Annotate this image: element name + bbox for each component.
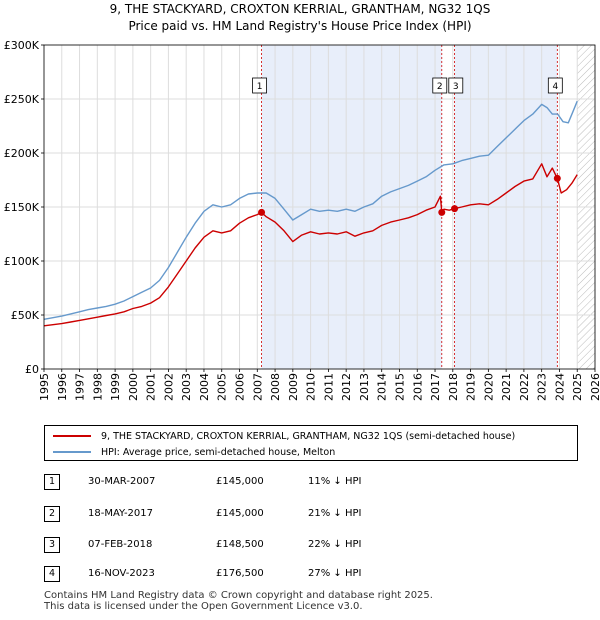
x-tick-label: 2014: [376, 373, 389, 401]
price-chart: 1 2 3 4 £0 £50K £100K £150K £200K £250K £300K 1995 1…: [4, 39, 600, 401]
marker-label: 1: [257, 82, 263, 92]
transaction-number: 4: [44, 566, 60, 582]
y-tick-label: £250K: [4, 93, 40, 106]
x-tick-label: 2006: [234, 373, 247, 401]
transaction-row: 3 07-FEB-2018 £148,500 22% ↓ HPI: [44, 537, 578, 555]
y-tick-label: £100K: [4, 255, 40, 268]
x-tick-label: 1999: [109, 373, 122, 401]
x-tick-label: 1995: [38, 373, 51, 401]
chart-subtitle: Price paid vs. HM Land Registry's House …: [128, 19, 472, 33]
transaction-date: 07-FEB-2018: [88, 539, 153, 550]
hpi-line: [43, 100, 578, 320]
x-tick-label: 2020: [482, 373, 495, 401]
y-tick-label: £300K: [4, 39, 40, 52]
x-tick-label: 2010: [305, 373, 318, 401]
marker-label: 4: [552, 82, 558, 92]
legend-blue-label: HPI: Average price, semi-detached house,…: [101, 446, 336, 458]
transaction-row: 1 30-MAR-2007 £145,000 11% ↓ HPI: [44, 474, 578, 492]
price-paid-line: [43, 163, 578, 327]
transaction-row: 4 16-NOV-2023 £176,500 27% ↓ HPI: [44, 566, 578, 584]
x-tick-label: 2004: [198, 373, 211, 401]
legend: 9, THE STACKYARD, CROXTON KERRIAL, GRANT…: [44, 425, 578, 461]
x-tick-label: 2024: [553, 373, 566, 401]
legend-item-blue: HPI: Average price, semi-detached house,…: [53, 445, 335, 459]
transaction-date: 18-MAY-2017: [88, 508, 154, 519]
sale-point: [451, 205, 459, 213]
x-tick-label: 2026: [589, 373, 600, 401]
legend-red-label: 9, THE STACKYARD, CROXTON KERRIAL, GRANT…: [101, 430, 516, 442]
transaction-hpi: 21% ↓ HPI: [308, 508, 362, 519]
x-tick-label: 2025: [571, 373, 584, 401]
sale-point: [553, 174, 561, 182]
legend-red-swatch: [53, 435, 91, 437]
footer-copyright: Contains HM Land Registry data © Crown c…: [44, 590, 433, 601]
x-tick-label: 2018: [447, 373, 460, 401]
x-tick-label: 2015: [393, 373, 406, 401]
x-tick-label: 1997: [74, 373, 87, 401]
x-tick-label: 2023: [536, 373, 549, 401]
marker-box: [547, 77, 563, 94]
x-tick-label: 2000: [127, 373, 140, 401]
chart-title: 9, THE STACKYARD, CROXTON KERRIAL, GRANT…: [109, 2, 491, 16]
x-tick-label: 2016: [411, 373, 424, 401]
transaction-hpi: 11% ↓ HPI: [308, 476, 362, 487]
x-tick-label: 2001: [145, 373, 158, 401]
transaction-price: £176,500: [216, 568, 264, 579]
x-tick-label: 2008: [269, 373, 282, 401]
transaction-hpi: 27% ↓ HPI: [308, 568, 362, 579]
marker-label: 2: [437, 82, 443, 92]
x-tick-label: 2002: [162, 373, 175, 401]
transaction-date: 16-NOV-2023: [88, 568, 155, 579]
marker-box: [432, 77, 448, 94]
transaction-date: 30-MAR-2007: [88, 476, 156, 487]
x-tick-label: 1996: [56, 373, 69, 401]
transaction-row: 2 18-MAY-2017 £145,000 21% ↓ HPI: [44, 506, 578, 524]
y-tick-label: £50K: [11, 309, 40, 322]
transaction-price: £148,500: [216, 539, 264, 550]
x-tick-label: 2003: [180, 373, 193, 401]
x-tick-label: 2012: [340, 373, 353, 401]
transaction-hpi: 22% ↓ HPI: [308, 539, 362, 550]
x-tick-label: 2011: [322, 373, 335, 401]
x-tick-label: 2007: [251, 373, 264, 401]
x-tick-label: 2009: [287, 373, 300, 401]
marker-label: 3: [453, 82, 459, 92]
x-tick-label: 2013: [358, 373, 371, 401]
marker-box: [252, 77, 267, 94]
x-tick-label: 2005: [216, 373, 229, 401]
y-tick-label: £0: [25, 363, 39, 376]
x-tick-label: 2017: [429, 373, 442, 401]
y-tick-label: £200K: [4, 147, 40, 160]
x-tick-label: 2022: [518, 373, 531, 401]
transaction-price: £145,000: [216, 508, 264, 519]
x-tick-label: 1998: [91, 373, 104, 401]
footer-licence: This data is licensed under the Open Gov…: [44, 601, 363, 612]
sale-point: [258, 208, 266, 216]
transaction-number: 1: [44, 474, 60, 490]
x-tick-label: 2021: [500, 373, 513, 401]
legend-item-red: 9, THE STACKYARD, CROXTON KERRIAL, GRANT…: [53, 429, 515, 443]
transaction-price: £145,000: [216, 476, 264, 487]
y-tick-label: £150K: [4, 201, 40, 214]
legend-blue-swatch: [53, 451, 91, 453]
transaction-number: 2: [44, 506, 60, 522]
sale-point: [438, 208, 446, 216]
transaction-number: 3: [44, 537, 60, 553]
marker-box: [448, 77, 464, 94]
x-tick-label: 2019: [465, 373, 478, 401]
